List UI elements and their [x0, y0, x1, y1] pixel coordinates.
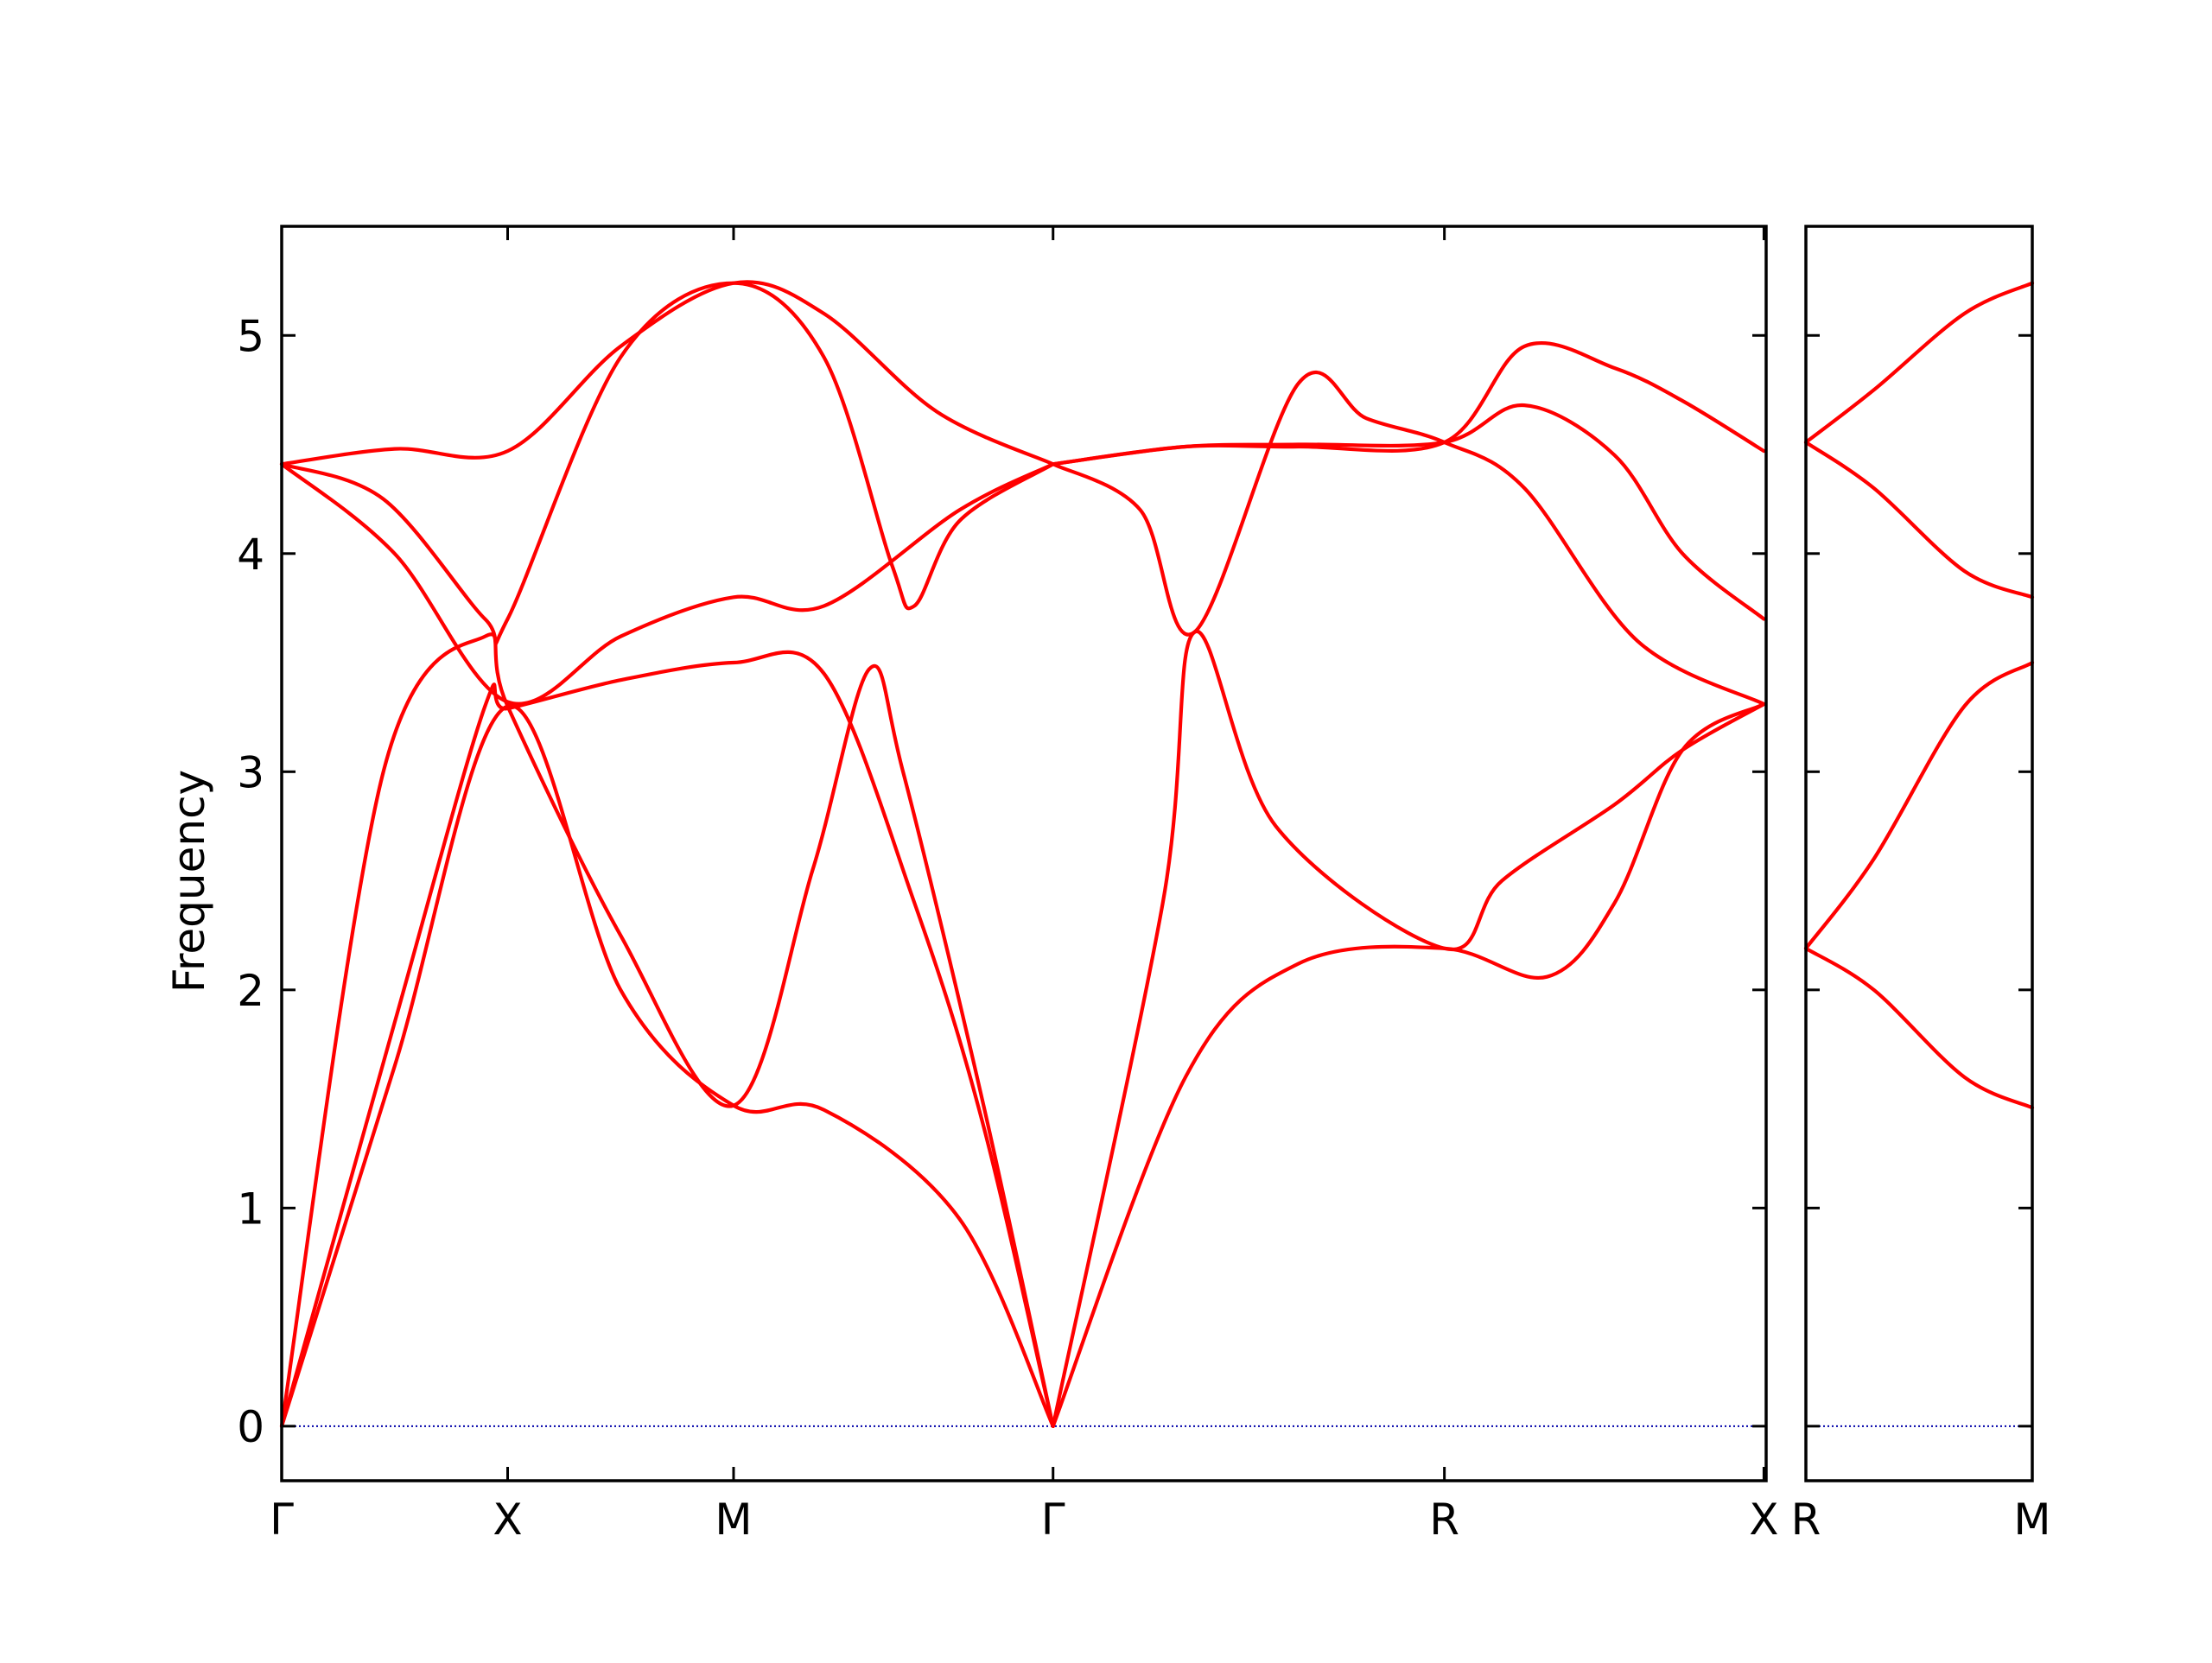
band-line-main-3	[279, 650, 1055, 1428]
x-tick-label: Γ	[1041, 1495, 1065, 1545]
band-line-side-0	[1803, 281, 2035, 445]
band-line-main-6	[1051, 701, 1766, 1428]
band-line-main-10	[1051, 340, 1766, 467]
y-tick-label: 3	[237, 747, 264, 797]
band-line-main-5	[279, 704, 1055, 1428]
y-tick-label: 4	[237, 530, 264, 580]
y-axis-label: Frequency	[164, 770, 214, 993]
band-line-main-8	[1051, 370, 1766, 707]
band-line-main-1	[279, 281, 1055, 646]
x-tick-label: M	[2013, 1495, 2050, 1545]
band-line-side-1	[1803, 440, 2035, 600]
band-line-main-2	[279, 462, 1055, 706]
band-line-main-4	[279, 632, 1055, 1428]
band-line-main-7	[1051, 629, 1766, 1428]
band-line-main-0	[279, 280, 1055, 467]
band-line-side-3	[1803, 946, 2035, 1110]
y-tick-label: 1	[237, 1184, 264, 1234]
y-tick-label: 2	[237, 966, 264, 1016]
plot-frame-side	[1804, 225, 2034, 1482]
band-line-main-9	[1051, 403, 1766, 621]
y-tick-label: 5	[237, 311, 264, 361]
x-tick-label: M	[715, 1495, 752, 1545]
x-tick-label: Γ	[270, 1495, 294, 1545]
x-tick-label: X	[493, 1495, 522, 1545]
x-tick-label: R	[1429, 1495, 1459, 1545]
band-line-side-2	[1803, 660, 2035, 950]
y-tick-label: 0	[237, 1402, 264, 1452]
plot-frame-main	[280, 225, 1768, 1482]
x-tick-label: X	[1749, 1495, 1778, 1545]
x-tick-label: R	[1791, 1495, 1821, 1545]
